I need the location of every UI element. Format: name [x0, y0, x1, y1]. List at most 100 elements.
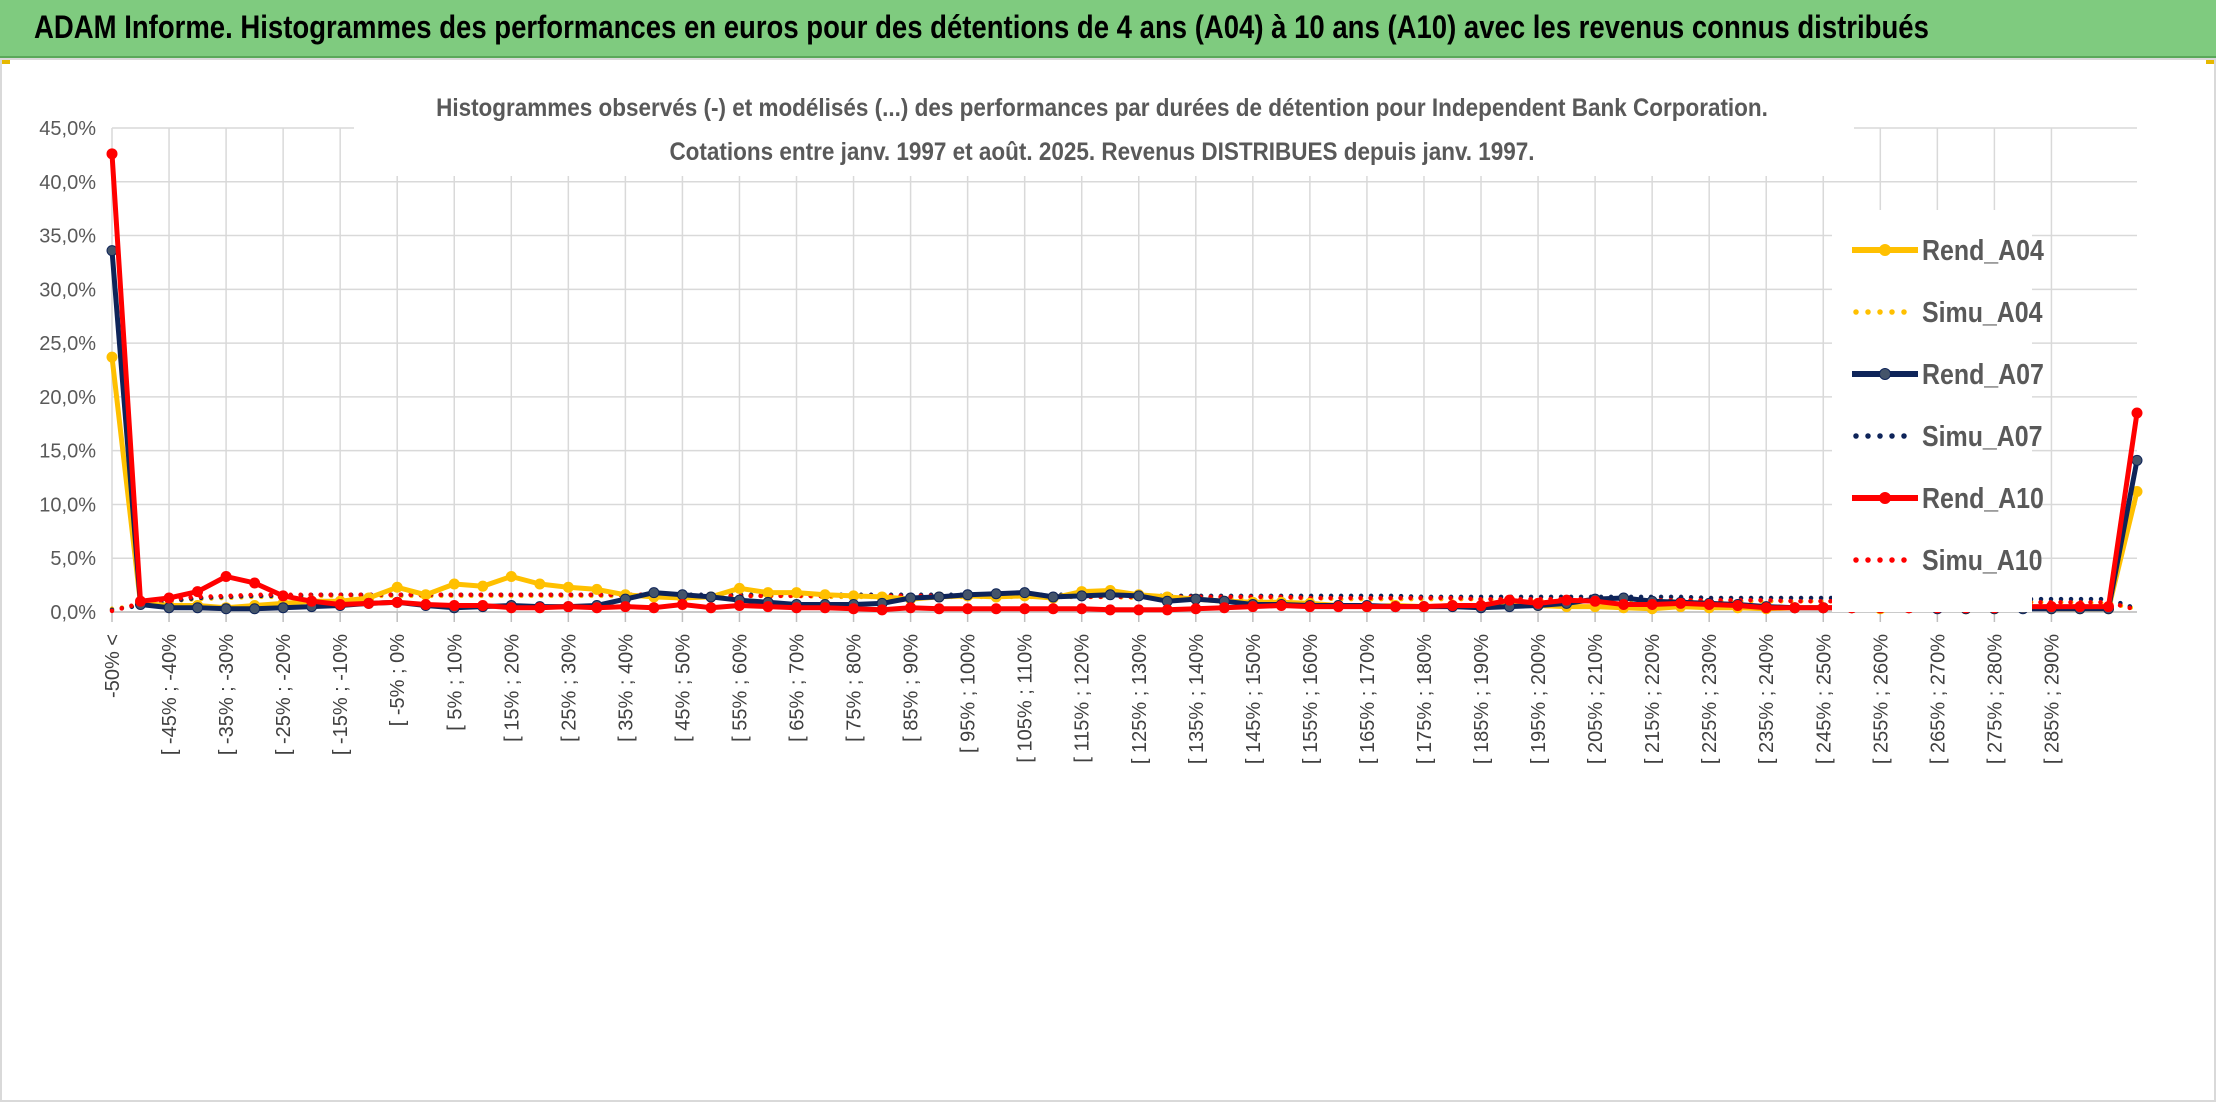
- data-point: [1675, 597, 1687, 609]
- data-point: [534, 602, 546, 614]
- legend-marker: [1879, 492, 1891, 504]
- x-tick-label: [ 185% ; 190%: [1471, 634, 1493, 764]
- legend-label: Simu_A10: [1922, 544, 2043, 576]
- x-tick-label: [ 265% ; 270%: [1927, 634, 1949, 764]
- data-point: [420, 598, 432, 610]
- x-tick-label: [ -15% ; -10%: [330, 634, 352, 755]
- data-point: [420, 589, 432, 601]
- y-tick-label: 0,0%: [50, 602, 96, 624]
- data-point: [1361, 601, 1373, 613]
- legend-item-Simu_A04: Simu_A04: [1853, 296, 2043, 328]
- legend-item-Rend_A04: Rend_A04: [1852, 234, 2044, 266]
- data-point: [1732, 600, 1744, 612]
- data-point: [1019, 603, 1031, 615]
- x-tick-label: [ 35% ; 40%: [615, 634, 637, 742]
- legend-label: Rend_A10: [1922, 482, 2044, 514]
- data-point: [648, 587, 660, 599]
- title-background: [354, 80, 1854, 176]
- corner-mark-right: [2206, 58, 2216, 64]
- x-tick-label: [ 25% ; 30%: [558, 634, 580, 742]
- data-point: [391, 596, 403, 608]
- data-point: [1703, 598, 1715, 610]
- data-point: [1133, 590, 1145, 602]
- x-tick-label: -50% <: [102, 634, 124, 698]
- data-point: [1076, 590, 1088, 602]
- data-point: [2045, 601, 2057, 613]
- data-point: [135, 595, 147, 607]
- data-point: [933, 591, 945, 603]
- data-point: [1561, 594, 1573, 606]
- data-point: [192, 586, 204, 598]
- x-tick-label: [ -25% ; -20%: [273, 634, 295, 755]
- data-point: [192, 602, 204, 614]
- y-tick-label: 40,0%: [39, 172, 96, 194]
- x-tick-label: [ 155% ; 160%: [1300, 634, 1322, 764]
- data-point: [762, 601, 774, 613]
- data-point: [848, 603, 860, 615]
- data-point: [1076, 603, 1088, 615]
- data-point: [619, 601, 631, 613]
- x-tick-label: [ 55% ; 60%: [729, 634, 751, 742]
- data-point: [876, 604, 888, 616]
- data-point: [505, 602, 517, 614]
- x-tick-label: [ 245% ; 250%: [1813, 634, 1835, 764]
- data-point: [306, 595, 318, 607]
- series-line-Simu_A10: [109, 592, 2140, 614]
- data-point: [220, 603, 232, 615]
- legend-item-Simu_A07: Simu_A07: [1853, 420, 2043, 452]
- data-point: [819, 602, 831, 614]
- x-tick-label: [ 215% ; 220%: [1642, 634, 1664, 764]
- legend-item-Rend_A10: Rend_A10: [1852, 482, 2044, 514]
- chart-title-line2: Cotations entre janv. 1997 et août. 2025…: [669, 138, 1534, 166]
- x-tick-label: [ 275% ; 280%: [1984, 634, 2006, 764]
- data-point: [534, 578, 546, 590]
- data-point: [1104, 589, 1116, 601]
- histogram-chart: 0,0% 5,0% 10,0% 15,0% 20,0% 25,0% 30,0% 35,0% 40…: [39, 80, 2143, 764]
- data-point: [1475, 600, 1487, 612]
- y-tick-label: 20,0%: [39, 387, 96, 409]
- data-point: [391, 581, 403, 593]
- data-point: [1304, 601, 1316, 613]
- data-point: [363, 597, 375, 609]
- y-tick-label: 15,0%: [39, 441, 96, 463]
- x-tick-label: [ 195% ; 200%: [1528, 634, 1550, 764]
- x-tick-label: [ 135% ; 140%: [1186, 634, 1208, 764]
- chart-frame: 0,0% 5,0% 10,0% 15,0% 20,0% 25,0% 30,0% 35,0% 40…: [0, 58, 2216, 1102]
- data-point: [1275, 600, 1287, 612]
- y-axis: 0,0% 5,0% 10,0% 15,0% 20,0% 25,0% 30,0% 35,0% 40…: [39, 118, 96, 624]
- data-point: [933, 603, 945, 615]
- x-tick-label: [ -35% ; -30%: [216, 634, 238, 755]
- data-point: [1047, 603, 1059, 615]
- legend-label: Rend_A07: [1922, 358, 2044, 390]
- data-point: [1218, 602, 1230, 614]
- x-tick-label: [ 95% ; 100%: [958, 634, 980, 753]
- data-point: [562, 581, 574, 593]
- data-point: [1019, 587, 1031, 599]
- x-tick-label: [ 75% ; 80%: [844, 634, 866, 742]
- data-point: [448, 578, 460, 590]
- data-point: [1133, 604, 1145, 616]
- x-tick-label: [ 255% ; 260%: [1870, 634, 1892, 764]
- legend-label: Simu_A07: [1922, 420, 2043, 452]
- title-banner: ADAM Informe. Histogrammes des performan…: [0, 0, 2216, 58]
- data-point: [505, 571, 517, 583]
- data-point: [448, 600, 460, 612]
- x-tick-label: [ 45% ; 50%: [672, 634, 694, 742]
- data-point: [648, 602, 660, 614]
- data-point: [1789, 602, 1801, 614]
- data-point: [1589, 595, 1601, 607]
- data-point: [1247, 601, 1259, 613]
- data-point: [163, 602, 175, 614]
- data-point: [733, 600, 745, 612]
- legend-item-Simu_A10: Simu_A10: [1853, 544, 2043, 576]
- data-point: [733, 582, 745, 594]
- data-point: [106, 351, 118, 363]
- data-point: [705, 602, 717, 614]
- x-axis: -50% < [ -45% ; -40% [ -35% ; -30% [ -25% ;…: [102, 611, 2137, 764]
- y-tick-label: 5,0%: [50, 548, 96, 570]
- data-point: [1760, 602, 1772, 614]
- data-point: [1332, 601, 1344, 613]
- data-point: [2074, 601, 2086, 613]
- data-point: [1646, 598, 1658, 610]
- x-tick-label: [ 5% ; 10%: [444, 634, 466, 731]
